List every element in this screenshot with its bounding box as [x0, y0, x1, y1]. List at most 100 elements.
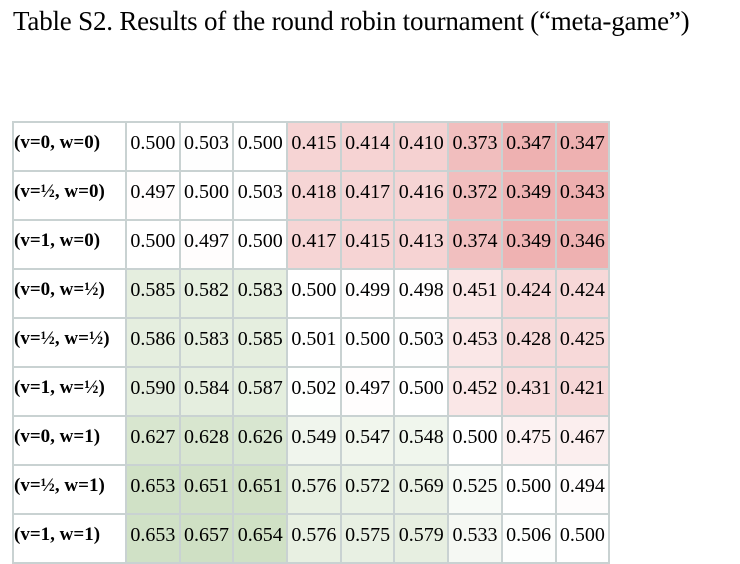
value-cell: 0.657 [178, 513, 235, 564]
value-cell: 0.497 [125, 170, 181, 221]
value-cell: 0.494 [554, 464, 611, 515]
value-cell: 0.500 [393, 366, 450, 417]
value-cell: 0.500 [500, 464, 557, 515]
value-cell: 0.572 [339, 464, 396, 515]
value-cell: 0.500 [554, 513, 611, 564]
value-cell: 0.583 [178, 317, 235, 368]
value-cell: 0.586 [125, 317, 181, 368]
row-label: (v=½, w=0) [12, 170, 127, 221]
value-cell: 0.343 [554, 170, 611, 221]
table-row: (v=0, w=1) 0.627 0.628 0.626 0.549 0.547 0.548… [12, 415, 611, 466]
value-cell: 0.590 [125, 366, 181, 417]
value-cell: 0.575 [339, 513, 396, 564]
row-label: (v=½, w=½) [12, 317, 127, 368]
value-cell: 0.415 [339, 219, 396, 270]
value-cell: 0.653 [125, 464, 181, 515]
value-cell: 0.533 [447, 513, 503, 564]
row-label: (v=0, w=0) [12, 121, 127, 172]
value-cell: 0.547 [339, 415, 396, 466]
value-cell: 0.500 [232, 121, 289, 172]
table-row: (v=½, w=1) 0.653 0.651 0.651 0.576 0.572 0.569… [12, 464, 611, 515]
value-cell: 0.417 [286, 219, 342, 270]
value-cell: 0.500 [447, 415, 503, 466]
value-cell: 0.503 [178, 121, 235, 172]
value-cell: 0.501 [286, 317, 342, 368]
value-cell: 0.628 [178, 415, 235, 466]
value-cell: 0.428 [500, 317, 557, 368]
value-cell: 0.347 [554, 121, 611, 172]
value-cell: 0.418 [286, 170, 342, 221]
row-label: (v=½, w=1) [12, 464, 127, 515]
value-cell: 0.373 [447, 121, 503, 172]
value-cell: 0.626 [232, 415, 289, 466]
value-cell: 0.372 [447, 170, 503, 221]
value-cell: 0.503 [232, 170, 289, 221]
value-cell: 0.502 [286, 366, 342, 417]
value-cell: 0.413 [393, 219, 450, 270]
value-cell: 0.585 [232, 317, 289, 368]
row-label: (v=1, w=1) [12, 513, 127, 564]
row-label: (v=1, w=½) [12, 366, 127, 417]
table-caption: Table S2. Results of the round robin tou… [13, 6, 690, 36]
value-cell: 0.582 [178, 268, 235, 319]
value-cell: 0.417 [339, 170, 396, 221]
value-cell: 0.525 [447, 464, 503, 515]
value-cell: 0.452 [447, 366, 503, 417]
value-cell: 0.500 [339, 317, 396, 368]
value-cell: 0.347 [500, 121, 557, 172]
value-cell: 0.414 [339, 121, 396, 172]
results-table: (v=0, w=0) 0.500 0.503 0.500 0.415 0.414 0.410… [12, 121, 611, 564]
value-cell: 0.425 [554, 317, 611, 368]
value-cell: 0.421 [554, 366, 611, 417]
value-cell: 0.627 [125, 415, 181, 466]
table-row: (v=1, w=0) 0.500 0.497 0.500 0.417 0.415 0.413… [12, 219, 611, 270]
value-cell: 0.576 [286, 513, 342, 564]
value-cell: 0.475 [500, 415, 557, 466]
value-cell: 0.506 [500, 513, 557, 564]
value-cell: 0.416 [393, 170, 450, 221]
results-table-body: (v=0, w=0) 0.500 0.503 0.500 0.415 0.414 0.410… [12, 121, 611, 564]
value-cell: 0.500 [286, 268, 342, 319]
value-cell: 0.410 [393, 121, 450, 172]
value-cell: 0.453 [447, 317, 503, 368]
value-cell: 0.569 [393, 464, 450, 515]
value-cell: 0.500 [125, 121, 181, 172]
value-cell: 0.653 [125, 513, 181, 564]
value-cell: 0.654 [232, 513, 289, 564]
value-cell: 0.346 [554, 219, 611, 270]
value-cell: 0.651 [178, 464, 235, 515]
value-cell: 0.431 [500, 366, 557, 417]
table-row: (v=0, w=0) 0.500 0.503 0.500 0.415 0.414 0.410… [12, 121, 611, 172]
value-cell: 0.584 [178, 366, 235, 417]
table-row: (v=1, w=1) 0.653 0.657 0.654 0.576 0.575 0.579… [12, 513, 611, 564]
table-row: (v=1, w=½) 0.590 0.584 0.587 0.502 0.497 0.500… [12, 366, 611, 417]
value-cell: 0.585 [125, 268, 181, 319]
value-cell: 0.576 [286, 464, 342, 515]
value-cell: 0.579 [393, 513, 450, 564]
value-cell: 0.349 [500, 219, 557, 270]
value-cell: 0.549 [286, 415, 342, 466]
value-cell: 0.349 [500, 170, 557, 221]
value-cell: 0.500 [125, 219, 181, 270]
value-cell: 0.415 [286, 121, 342, 172]
table-row: (v=0, w=½) 0.585 0.582 0.583 0.500 0.499 0.498… [12, 268, 611, 319]
value-cell: 0.497 [178, 219, 235, 270]
table-row: (v=½, w=½) 0.586 0.583 0.585 0.501 0.500 0.503… [12, 317, 611, 368]
value-cell: 0.500 [232, 219, 289, 270]
value-cell: 0.587 [232, 366, 289, 417]
table-row: (v=½, w=0) 0.497 0.500 0.503 0.418 0.417 0.416… [12, 170, 611, 221]
value-cell: 0.583 [232, 268, 289, 319]
value-cell: 0.424 [500, 268, 557, 319]
value-cell: 0.467 [554, 415, 611, 466]
value-cell: 0.497 [339, 366, 396, 417]
value-cell: 0.500 [178, 170, 235, 221]
row-label: (v=1, w=0) [12, 219, 127, 270]
value-cell: 0.374 [447, 219, 503, 270]
value-cell: 0.451 [447, 268, 503, 319]
value-cell: 0.424 [554, 268, 611, 319]
value-cell: 0.651 [232, 464, 289, 515]
value-cell: 0.503 [393, 317, 450, 368]
row-label: (v=0, w=½) [12, 268, 127, 319]
value-cell: 0.498 [393, 268, 450, 319]
row-label: (v=0, w=1) [12, 415, 127, 466]
